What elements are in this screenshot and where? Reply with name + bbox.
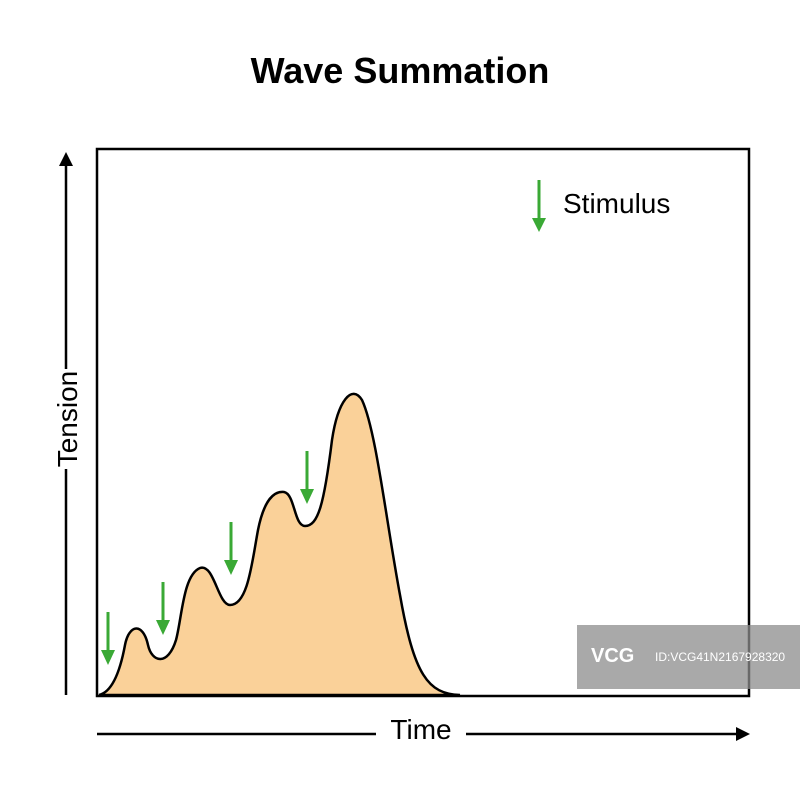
tension-curve [98, 392, 461, 697]
y-axis-label: Tension [51, 369, 85, 469]
watermark-id: ID:VCG41N2167928320 [655, 650, 786, 664]
watermark: VCG ID:VCG41N2167928320 [577, 625, 800, 689]
legend-label: Stimulus [563, 188, 671, 219]
stimulus-arrow [224, 522, 238, 575]
watermark-logo: VCG [591, 645, 635, 667]
x-axis-label: Time [376, 714, 466, 746]
stimulus-arrow [300, 451, 314, 504]
page-title: Wave Summation [250, 50, 550, 91]
stimulus-arrow [101, 612, 115, 665]
legend-stimulus-icon [532, 180, 546, 232]
stimulus-arrow [156, 582, 170, 635]
